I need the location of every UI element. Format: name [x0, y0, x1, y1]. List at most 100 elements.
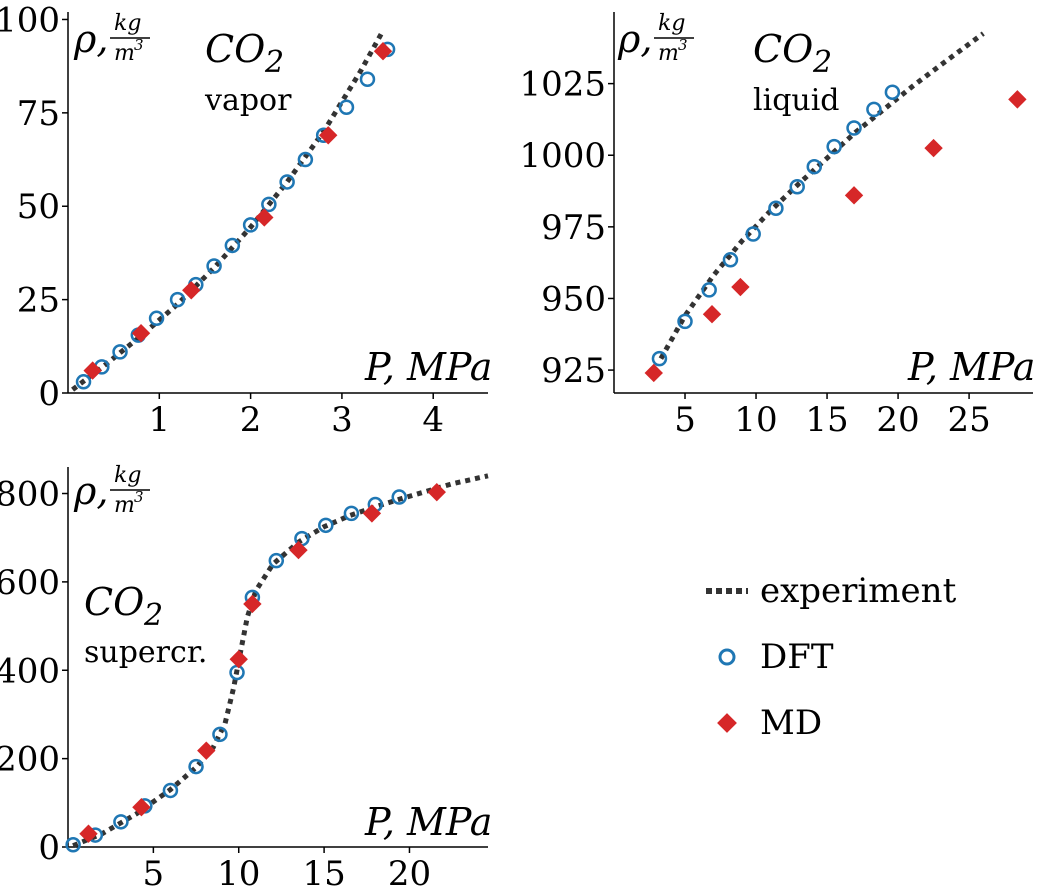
dft-point [677, 313, 693, 330]
plot-vapor: 1 2 3 4 0 25 50 75 100 [0, 0, 488, 440]
dft-point [297, 151, 314, 168]
y-tick-label: 975 [541, 208, 606, 248]
panel-vapor: ρ, kg m 3 CO 2 vapor P, MPa [73, 11, 492, 389]
md-point [131, 324, 151, 343]
md-point [243, 594, 262, 614]
md-point [702, 305, 722, 324]
ylabel-den: m [658, 41, 679, 66]
title-sub: 2 [812, 45, 832, 80]
ylabel-rho: ρ, [617, 17, 652, 61]
md-point [373, 42, 393, 61]
dft-point [745, 226, 761, 242]
dft-point [65, 837, 81, 853]
experiment-line [71, 29, 386, 392]
x-tick-label: 15 [302, 854, 345, 894]
md-point [229, 650, 248, 669]
dft-point [701, 282, 717, 298]
xlabel: P, MPa [364, 800, 492, 844]
md-point [644, 363, 663, 383]
legend-md-swatch [717, 713, 737, 733]
dft-point [359, 71, 376, 87]
dft-point [206, 258, 222, 274]
ylabel-den-exp: 3 [678, 36, 688, 54]
x-tick-label: 5 [674, 400, 696, 440]
md-point [132, 798, 151, 817]
ylabel-num: kg [658, 11, 685, 36]
ylabel-num: kg [114, 11, 141, 36]
dft-point [279, 174, 295, 190]
md-point [731, 277, 750, 297]
plot-liquid: 5 10 15 20 25 925 950 975 1000 1025 [519, 12, 1033, 440]
y-tick-label: 75 [17, 94, 60, 134]
md-point [182, 281, 201, 300]
legend: experiment DFT MD [706, 571, 957, 743]
dft-point [169, 291, 186, 308]
ylabel-den-exp: 3 [134, 36, 144, 54]
y-tick-label: 950 [541, 279, 606, 319]
xlabel: P, MPa [364, 345, 492, 389]
md-point [197, 741, 216, 760]
xlabel: P, MPa [907, 345, 1035, 389]
y-tick-label: 800 [0, 475, 60, 515]
x-tick-label: 20 [388, 854, 431, 894]
dft-point [148, 310, 165, 327]
state-label: liquid [753, 83, 840, 118]
md-point [924, 138, 943, 158]
y-tick-label: 25 [17, 281, 60, 321]
ylabel-den-exp: 3 [134, 488, 144, 506]
dft-point [884, 84, 901, 100]
dft-point [651, 350, 668, 367]
x-tick-label: 5 [143, 854, 165, 894]
x-tick-label: 2 [240, 400, 262, 440]
dft-point [391, 489, 407, 505]
dft-point [343, 505, 360, 522]
y-tick-label: 1025 [519, 65, 606, 105]
y-tick-label: 600 [0, 563, 60, 603]
ylabel-rho: ρ, [73, 469, 108, 513]
dft-point [224, 237, 241, 254]
legend-experiment-label: experiment [760, 571, 957, 611]
dft-point [789, 178, 805, 195]
dft-point [188, 758, 204, 775]
x-tick-label: 15 [805, 400, 848, 440]
dft-point [826, 138, 842, 155]
x-tick-label: 3 [331, 400, 353, 440]
dft-point [112, 344, 128, 360]
x-tick-label: 10 [217, 854, 260, 894]
md-point [83, 361, 102, 380]
panel-supercritical: ρ, kg m 3 CO 2 supercr. P, MPa [73, 463, 492, 844]
ylabel-den: m [114, 493, 135, 518]
y-tick-label: 0 [38, 374, 60, 414]
ylabel-den: m [114, 41, 135, 66]
x-tick-label: 4 [422, 400, 444, 440]
dft-point [338, 99, 355, 115]
md-point [79, 824, 98, 843]
title-main: CO [84, 580, 144, 624]
x-tick-label: 10 [734, 400, 777, 440]
dft-point [113, 814, 129, 830]
y-tick-label: 400 [0, 651, 60, 691]
state-label: vapor [204, 83, 292, 118]
dft-point [268, 552, 285, 569]
dft-point [212, 726, 228, 743]
md-point [1008, 90, 1027, 109]
dft-point [806, 158, 823, 175]
ylabel-num: kg [114, 463, 141, 488]
dft-point [846, 120, 862, 136]
title-sub: 2 [143, 598, 163, 633]
md-point [255, 208, 274, 227]
legend-dft-swatch [718, 648, 736, 666]
dft-point [866, 101, 882, 118]
dft-point [162, 782, 179, 799]
dft-point [768, 200, 784, 216]
dft-point [242, 217, 259, 233]
title-main: CO [205, 27, 265, 71]
y-tick-label: 200 [0, 740, 60, 780]
y-tick-label: 50 [17, 187, 60, 227]
md-point [362, 504, 382, 523]
md-point [319, 126, 338, 145]
x-tick-label: 25 [947, 400, 990, 440]
title-main: CO [753, 27, 813, 71]
